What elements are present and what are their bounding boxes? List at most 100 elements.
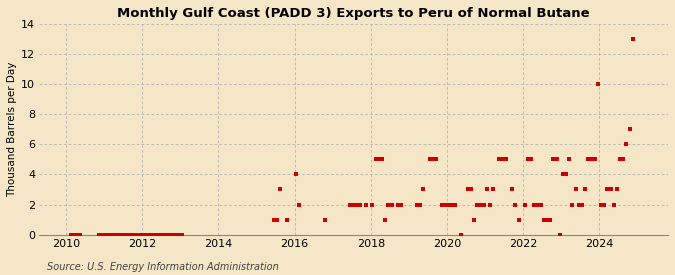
Point bbox=[545, 217, 556, 222]
Point bbox=[123, 232, 134, 237]
Point bbox=[595, 202, 606, 207]
Point bbox=[468, 217, 479, 222]
Point bbox=[170, 232, 181, 237]
Point bbox=[548, 157, 559, 162]
Point bbox=[103, 232, 114, 237]
Point bbox=[466, 187, 477, 192]
Point bbox=[621, 142, 632, 147]
Point bbox=[526, 157, 537, 162]
Point bbox=[386, 202, 397, 207]
Point bbox=[472, 202, 483, 207]
Point bbox=[97, 232, 108, 237]
Point bbox=[354, 202, 365, 207]
Point bbox=[561, 172, 572, 177]
Point bbox=[605, 187, 616, 192]
Point bbox=[377, 157, 387, 162]
Point bbox=[593, 82, 603, 86]
Point bbox=[65, 232, 76, 237]
Point bbox=[138, 232, 149, 237]
Point bbox=[157, 232, 168, 237]
Point bbox=[281, 217, 292, 222]
Point bbox=[145, 232, 156, 237]
Point bbox=[539, 217, 549, 222]
Point bbox=[396, 202, 406, 207]
Point bbox=[567, 202, 578, 207]
Point bbox=[360, 202, 371, 207]
Point bbox=[431, 157, 441, 162]
Point bbox=[380, 217, 391, 222]
Point bbox=[107, 232, 117, 237]
Point bbox=[513, 217, 524, 222]
Point bbox=[510, 202, 520, 207]
Point bbox=[485, 202, 495, 207]
Point bbox=[142, 232, 153, 237]
Point bbox=[148, 232, 159, 237]
Point bbox=[126, 232, 136, 237]
Point bbox=[554, 232, 565, 237]
Point bbox=[110, 232, 121, 237]
Point bbox=[414, 202, 425, 207]
Point bbox=[440, 202, 451, 207]
Point bbox=[119, 232, 130, 237]
Point bbox=[348, 202, 359, 207]
Point bbox=[418, 187, 429, 192]
Point bbox=[383, 202, 394, 207]
Point bbox=[500, 157, 511, 162]
Point bbox=[507, 187, 518, 192]
Point bbox=[370, 157, 381, 162]
Point bbox=[412, 202, 423, 207]
Point bbox=[129, 232, 140, 237]
Point bbox=[494, 157, 505, 162]
Point bbox=[456, 232, 466, 237]
Point bbox=[443, 202, 454, 207]
Point bbox=[446, 202, 457, 207]
Point bbox=[589, 157, 600, 162]
Point bbox=[373, 157, 384, 162]
Point bbox=[113, 232, 124, 237]
Point bbox=[576, 202, 587, 207]
Point bbox=[437, 202, 448, 207]
Point bbox=[294, 202, 305, 207]
Point bbox=[602, 187, 613, 192]
Point bbox=[151, 232, 162, 237]
Point bbox=[580, 187, 591, 192]
Point bbox=[599, 202, 610, 207]
Point bbox=[164, 232, 175, 237]
Point bbox=[161, 232, 171, 237]
Point bbox=[583, 157, 594, 162]
Point bbox=[173, 232, 184, 237]
Point bbox=[529, 202, 540, 207]
Point bbox=[532, 202, 543, 207]
Point bbox=[135, 232, 146, 237]
Point bbox=[558, 172, 568, 177]
Point bbox=[475, 202, 486, 207]
Point bbox=[542, 217, 553, 222]
Point bbox=[132, 232, 143, 237]
Point bbox=[497, 157, 508, 162]
Point bbox=[586, 157, 597, 162]
Text: Source: U.S. Energy Information Administration: Source: U.S. Energy Information Administ… bbox=[47, 262, 279, 272]
Point bbox=[155, 232, 165, 237]
Point bbox=[345, 202, 356, 207]
Point bbox=[478, 202, 489, 207]
Point bbox=[612, 187, 622, 192]
Point bbox=[275, 187, 286, 192]
Point bbox=[177, 232, 188, 237]
Point bbox=[272, 217, 283, 222]
Point bbox=[615, 157, 626, 162]
Point bbox=[488, 187, 499, 192]
Point bbox=[520, 202, 531, 207]
Point bbox=[481, 187, 492, 192]
Point bbox=[116, 232, 127, 237]
Title: Monthly Gulf Coast (PADD 3) Exports to Peru of Normal Butane: Monthly Gulf Coast (PADD 3) Exports to P… bbox=[117, 7, 590, 20]
Point bbox=[450, 202, 460, 207]
Point bbox=[574, 202, 585, 207]
Point bbox=[75, 232, 86, 237]
Point bbox=[367, 202, 378, 207]
Point bbox=[427, 157, 438, 162]
Point bbox=[167, 232, 178, 237]
Point bbox=[291, 172, 302, 177]
Point bbox=[101, 232, 111, 237]
Point bbox=[72, 232, 82, 237]
Point bbox=[94, 232, 105, 237]
